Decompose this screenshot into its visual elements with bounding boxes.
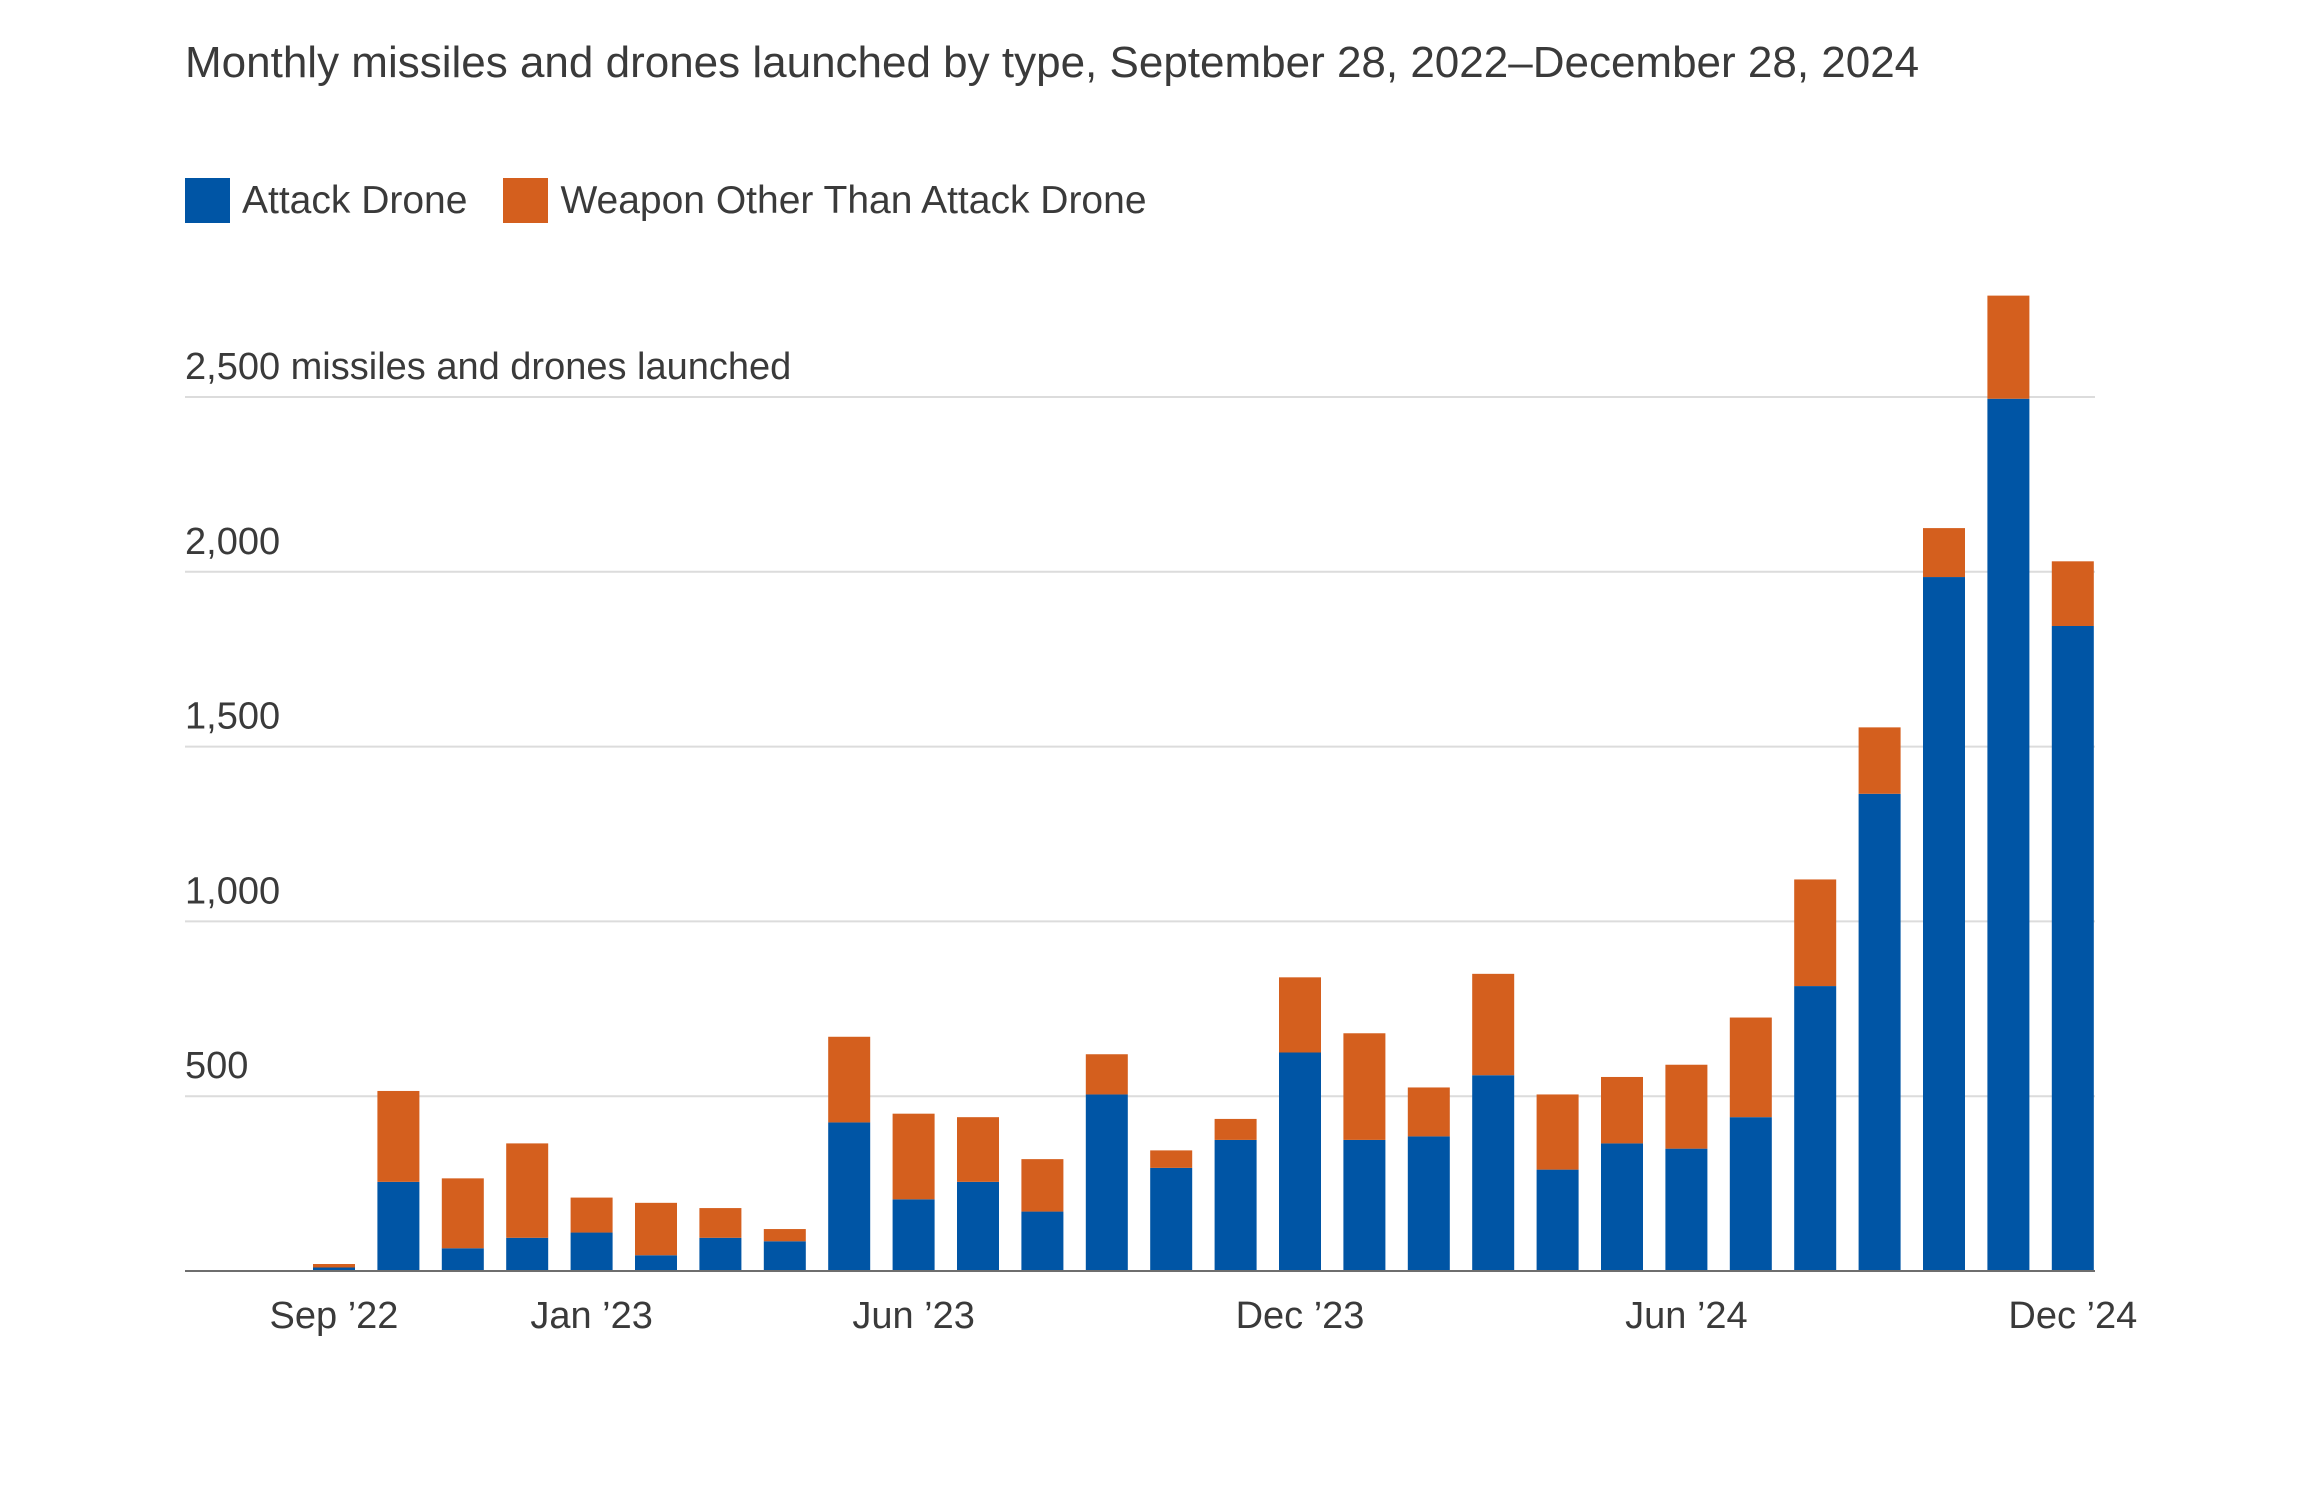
bar-attack-drone-9 (892, 1199, 935, 1271)
x-tick-label-0: Sep ’22 (270, 1295, 399, 1337)
bar-attack-drone-20 (1601, 1143, 1643, 1271)
x-tick-label-15: Dec ’23 (1236, 1295, 1365, 1337)
bar-other-weapon-20 (1601, 1076, 1643, 1144)
bar-attack-drone-21 (1665, 1148, 1708, 1271)
bar-attack-drone-10 (957, 1181, 999, 1271)
y-tick-label-1500: 1,500 (185, 696, 280, 738)
bar-other-weapon-23 (1794, 879, 1837, 987)
bar-attack-drone-22 (1729, 1117, 1772, 1271)
bar-other-weapon-13 (1150, 1150, 1193, 1168)
x-tick-label-9: Jun ’23 (852, 1295, 975, 1337)
bar-other-weapon-25 (1923, 528, 1965, 578)
bar-attack-drone-19 (1536, 1169, 1579, 1271)
x-tick-label-4: Jan ’23 (530, 1295, 653, 1337)
bar-attack-drone-15 (1279, 1052, 1321, 1271)
bar-other-weapon-5 (635, 1202, 677, 1256)
bar-other-weapon-27 (2051, 561, 2094, 626)
legend-swatch-attack-drone (185, 178, 230, 223)
bar-other-weapon-3 (506, 1143, 549, 1238)
bar-other-weapon-17 (1407, 1087, 1450, 1137)
legend-label-attack-drone: Attack Drone (242, 178, 468, 222)
x-tick-label-21: Jun ’24 (1625, 1295, 1748, 1337)
legend-label-other-weapon: Weapon Other Than Attack Drone (560, 178, 1147, 222)
bar-attack-drone-23 (1794, 986, 1837, 1271)
bar-attack-drone-7 (763, 1241, 806, 1271)
bar-other-weapon-22 (1729, 1017, 1772, 1118)
bar-attack-drone-4 (570, 1232, 613, 1271)
x-tick-label-27: Dec ’24 (2008, 1295, 2137, 1337)
bar-other-weapon-18 (1472, 973, 1515, 1076)
bar-attack-drone-2 (441, 1248, 484, 1271)
bar-attack-drone-1 (377, 1181, 420, 1271)
bar-attack-drone-25 (1923, 577, 1965, 1271)
bar-attack-drone-5 (635, 1255, 677, 1271)
bar-attack-drone-3 (506, 1237, 549, 1271)
y-tick-label-2500: 2,500 missiles and drones launched (185, 346, 791, 388)
bar-attack-drone-11 (1021, 1211, 1064, 1271)
bar-other-weapon-2 (441, 1178, 484, 1249)
bar-other-weapon-10 (957, 1117, 999, 1182)
bar-other-weapon-21 (1665, 1064, 1708, 1149)
bar-attack-drone-16 (1343, 1139, 1386, 1271)
legend-swatch-other-weapon (503, 178, 549, 223)
bar-attack-drone-17 (1407, 1136, 1450, 1271)
bar-other-weapon-4 (570, 1197, 613, 1233)
bar-other-weapon-26 (1987, 295, 2030, 399)
legend: Attack Drone Weapon Other Than Attack Dr… (185, 178, 1183, 223)
bar-other-weapon-8 (828, 1036, 871, 1123)
bar-attack-drone-0 (313, 1267, 355, 1271)
bar-attack-drone-26 (1987, 398, 2030, 1271)
bar-attack-drone-18 (1472, 1075, 1515, 1271)
bar-other-weapon-9 (892, 1113, 935, 1200)
bar-other-weapon-0 (313, 1264, 355, 1268)
bar-other-weapon-16 (1343, 1033, 1386, 1140)
bar-other-weapon-19 (1536, 1094, 1579, 1170)
y-tick-label-2000: 2,000 (185, 521, 280, 563)
bar-other-weapon-1 (377, 1090, 420, 1182)
bar-other-weapon-6 (699, 1208, 742, 1238)
y-tick-label-1000: 1,000 (185, 870, 280, 912)
bar-other-weapon-14 (1214, 1118, 1257, 1140)
bar-other-weapon-11 (1021, 1159, 1064, 1212)
bar-attack-drone-6 (699, 1237, 742, 1271)
bar-attack-drone-13 (1150, 1167, 1193, 1271)
legend-item-other-weapon: Weapon Other Than Attack Drone (503, 178, 1147, 223)
bar-attack-drone-8 (828, 1122, 871, 1271)
bar-other-weapon-7 (763, 1229, 806, 1242)
bar-attack-drone-24 (1858, 793, 1901, 1271)
bar-other-weapon-12 (1085, 1054, 1128, 1095)
legend-item-attack-drone: Attack Drone (185, 178, 467, 223)
chart-title: Monthly missiles and drones launched by … (185, 38, 1920, 87)
bar-attack-drone-12 (1085, 1094, 1128, 1271)
bar-other-weapon-15 (1279, 977, 1321, 1053)
bar-other-weapon-24 (1858, 727, 1901, 794)
y-tick-label-500: 500 (185, 1045, 248, 1087)
bar-attack-drone-14 (1214, 1139, 1257, 1271)
bar-attack-drone-27 (2051, 625, 2094, 1271)
